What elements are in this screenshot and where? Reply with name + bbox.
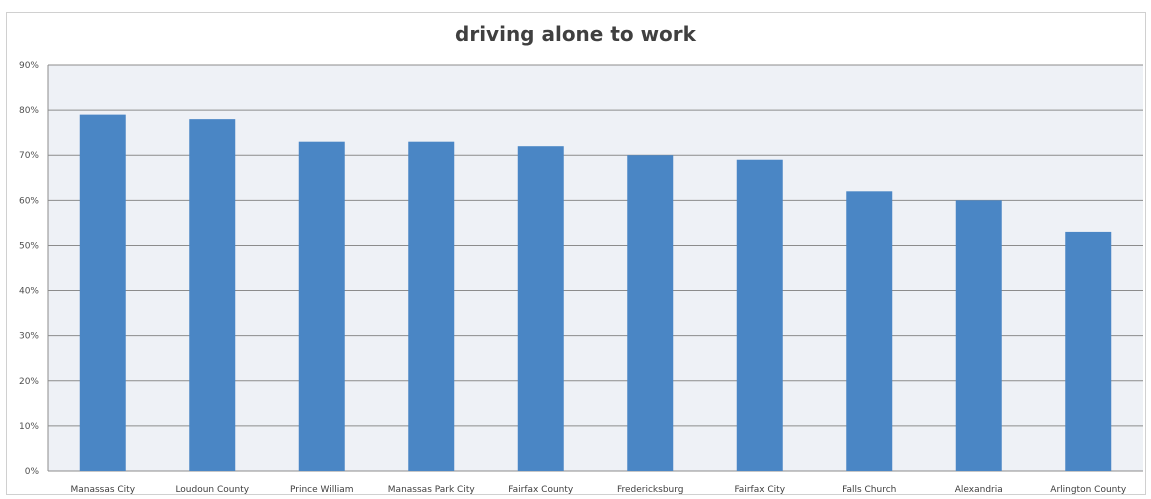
y-tick-label: 30% — [19, 332, 39, 342]
bar — [955, 200, 1002, 472]
x-tick-label: Falls Church — [842, 485, 896, 495]
y-tick-label: 50% — [19, 241, 39, 251]
x-tick-label: Manassas Park City — [388, 485, 476, 495]
bar — [298, 141, 345, 471]
chart-title: driving alone to work — [455, 22, 696, 46]
x-tick-label: Loudoun County — [175, 485, 249, 495]
x-tick-label: Prince William — [290, 485, 354, 495]
bar — [189, 119, 236, 471]
y-tick-label: 70% — [19, 151, 39, 161]
x-tick-label: Arlington County — [1050, 485, 1127, 495]
bar — [627, 155, 674, 471]
bar — [79, 114, 126, 471]
y-tick-label: 80% — [19, 106, 39, 116]
bar — [846, 191, 893, 472]
y-tick-label: 90% — [19, 61, 39, 71]
y-tick-label: 20% — [19, 377, 39, 387]
bar — [1065, 231, 1112, 471]
bar — [736, 159, 783, 471]
bar — [517, 146, 564, 471]
bar — [408, 141, 455, 471]
y-tick-label: 40% — [19, 287, 39, 297]
x-tick-label: Manassas City — [70, 485, 135, 495]
x-tick-label: Fairfax County — [508, 485, 574, 495]
y-tick-label: 0% — [25, 467, 40, 477]
y-tick-label: 10% — [19, 422, 39, 432]
x-tick-label: Fairfax City — [734, 485, 785, 495]
x-tick-label: Alexandria — [955, 485, 1003, 495]
y-tick-label: 60% — [19, 196, 39, 206]
x-tick-label: Fredericksburg — [617, 485, 684, 495]
